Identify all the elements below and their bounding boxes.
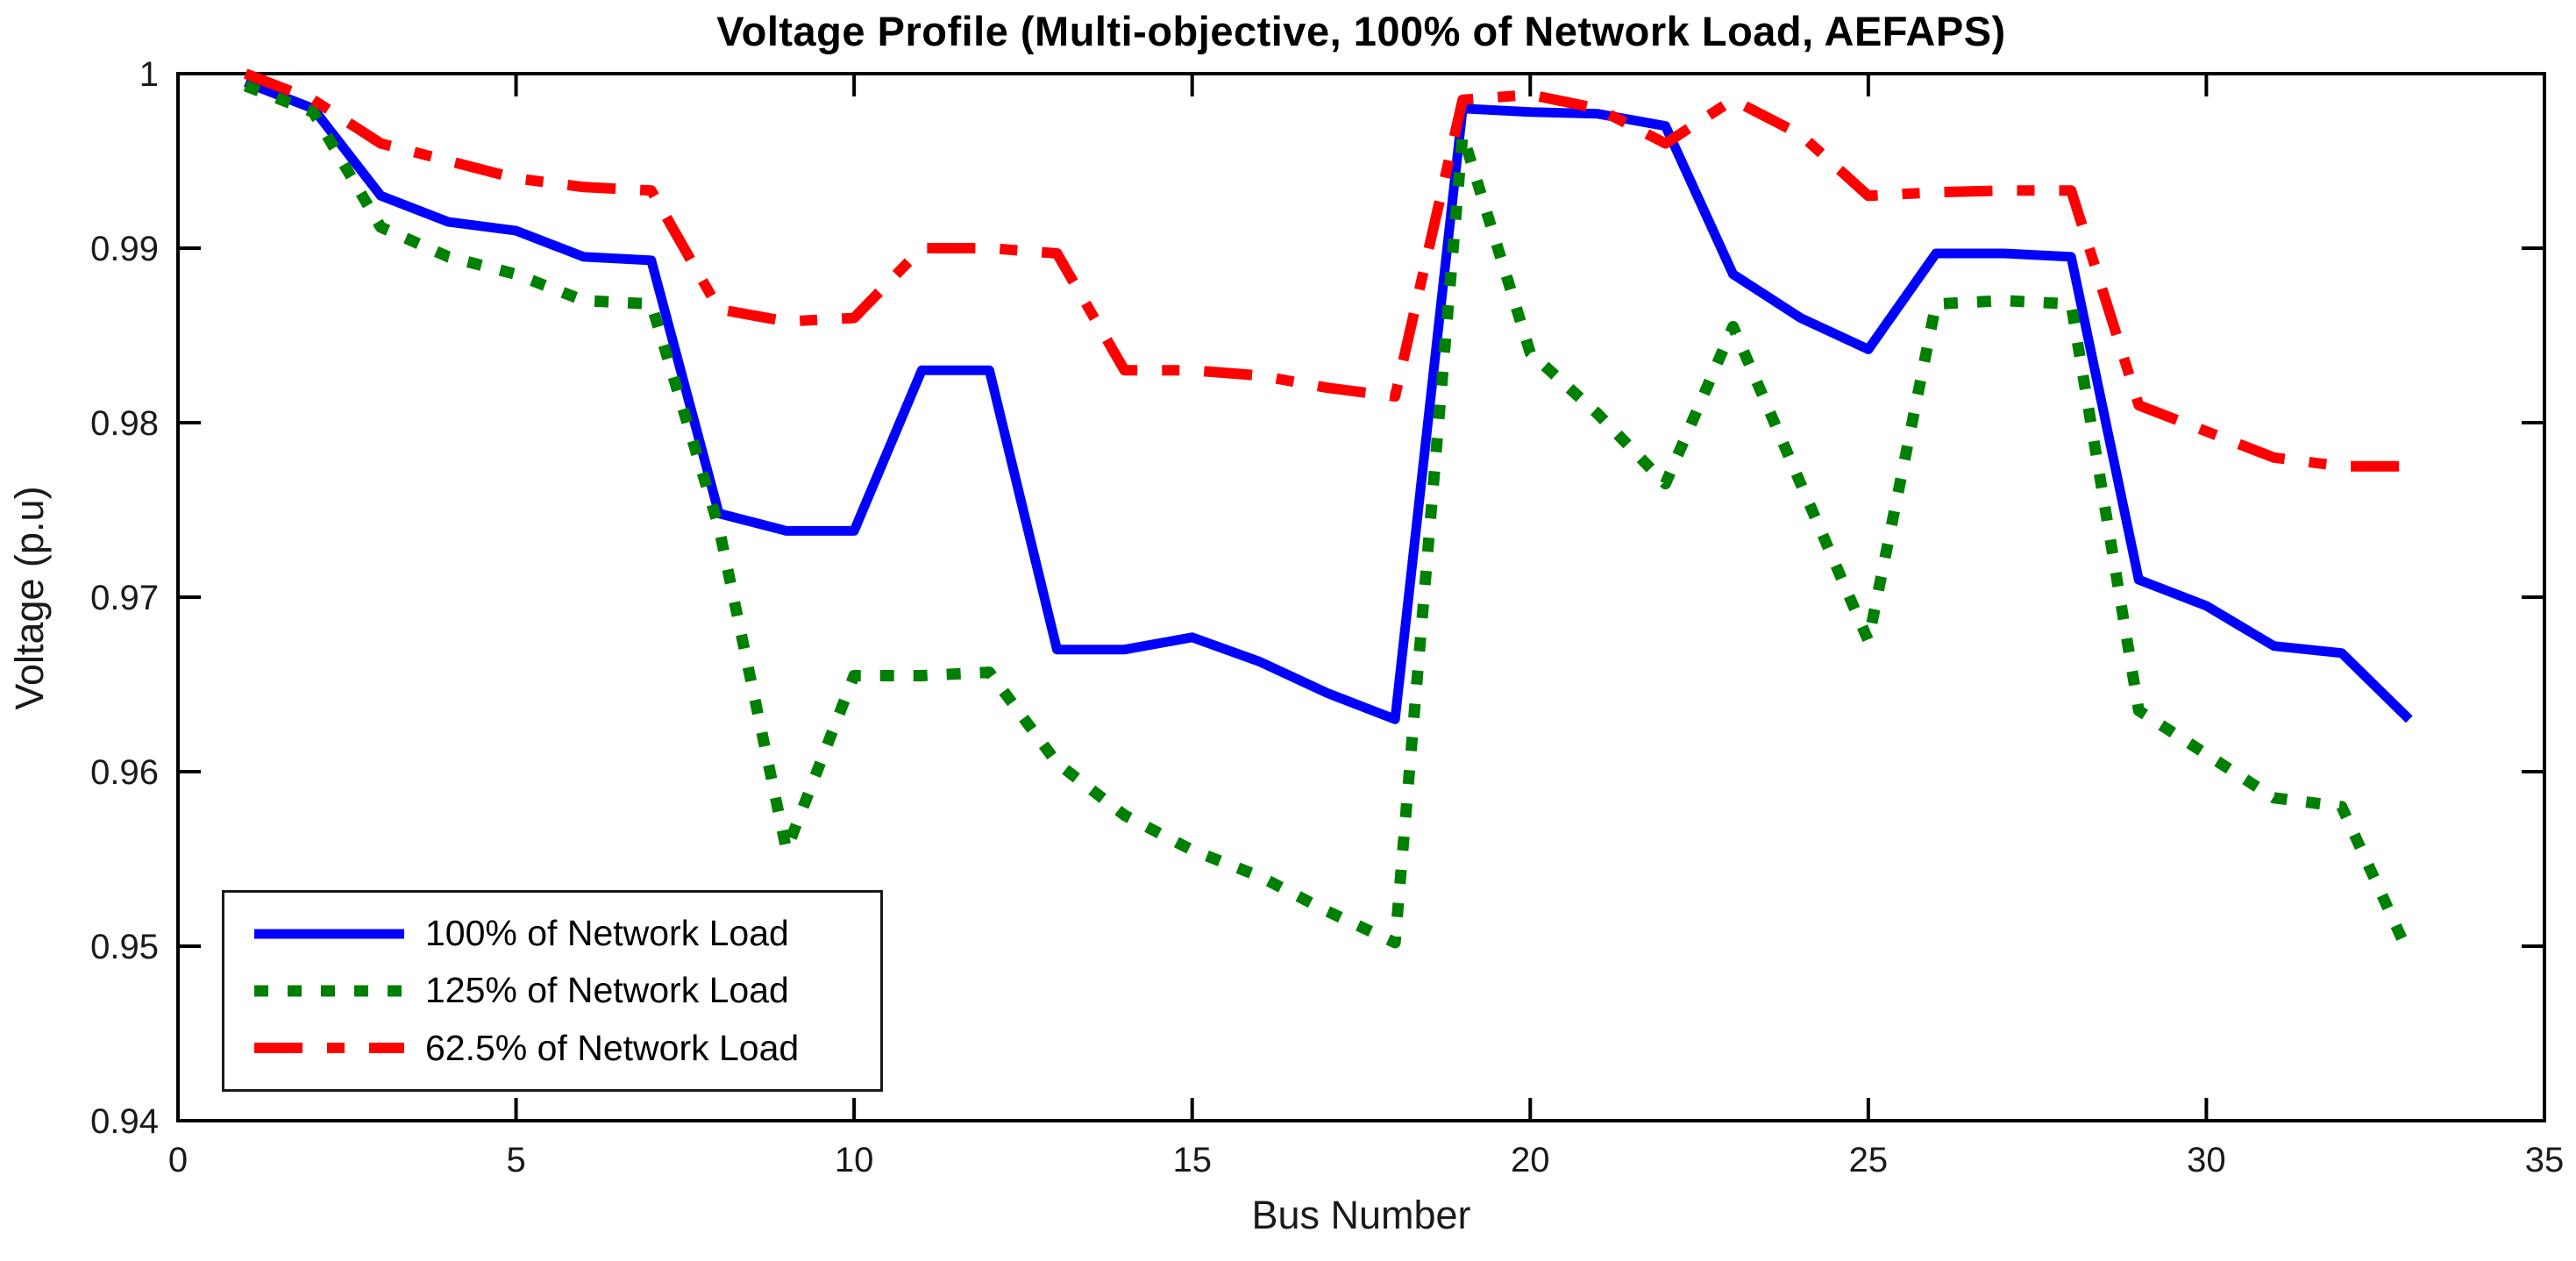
x-tick-label: 0: [168, 1141, 188, 1179]
y-axis-label: Voltage (p.u): [7, 486, 52, 710]
y-tick-label: 1: [139, 55, 159, 94]
series-line-3: [243, 68, 2409, 472]
x-tick-label: 15: [1172, 1141, 1212, 1179]
legend-label: 125% of Network Load: [425, 970, 789, 1011]
legend-box: 100% of Network Load 125% of Network Load…: [222, 890, 883, 1092]
y-tick-label: 0.95: [90, 928, 159, 966]
y-tick-label: 0.96: [90, 753, 159, 792]
x-tick-label: 35: [2525, 1141, 2565, 1179]
y-tick-label: 0.98: [90, 404, 159, 443]
x-tick-label: 10: [835, 1141, 874, 1179]
legend-label: 62.5% of Network Load: [425, 1027, 800, 1068]
series-line-1: [244, 77, 2413, 724]
x-tick-label: 25: [1849, 1141, 1889, 1179]
x-tick-label: 5: [506, 1141, 525, 1179]
legend-entry-3: 62.5% of Network Load: [224, 1028, 880, 1069]
legend-line-sample: [254, 1043, 404, 1054]
legend-label: 100% of Network Load: [425, 913, 789, 954]
chart-title: Voltage Profile (Multi-objective, 100% o…: [716, 8, 2006, 54]
legend-entry-2: 125% of Network Load: [224, 970, 880, 1011]
legend-entry-1: 100% of Network Load: [224, 913, 880, 954]
x-tick-label: 30: [2187, 1141, 2226, 1179]
legend-line-sample: [254, 929, 404, 939]
series-line-2: [243, 80, 2415, 958]
legend-line-sample: [254, 985, 404, 997]
y-tick-label: 0.99: [90, 230, 159, 268]
y-tick-label: 0.94: [90, 1102, 159, 1141]
y-tick-label: 0.97: [90, 579, 159, 617]
x-axis-label: Bus Number: [1251, 1193, 1471, 1237]
x-tick-label: 20: [1511, 1141, 1550, 1179]
